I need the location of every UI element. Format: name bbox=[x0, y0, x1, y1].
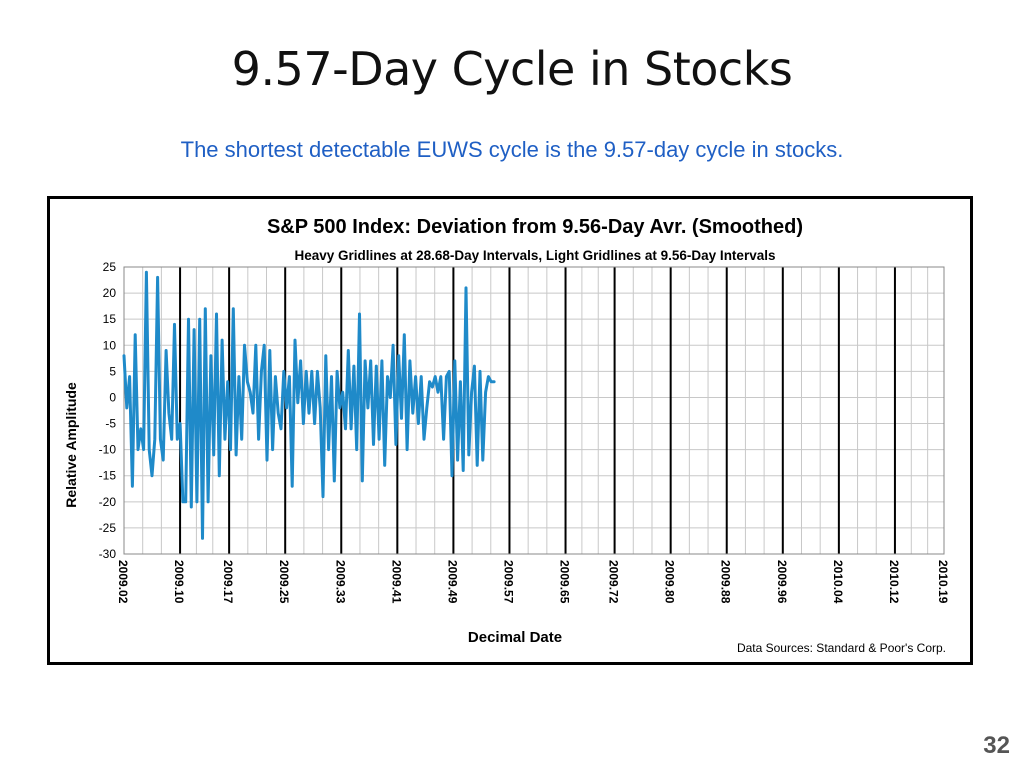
chart-frame: S&P 500 Index: Deviation from 9.56-Day A… bbox=[47, 196, 973, 665]
x-tick-label: 2009.02 bbox=[116, 560, 130, 604]
y-tick-label: 5 bbox=[109, 364, 116, 378]
x-tick-label: 2009.33 bbox=[333, 560, 347, 604]
x-tick-label: 2010.12 bbox=[887, 560, 901, 604]
y-tick-label: 15 bbox=[103, 312, 117, 326]
chart: S&P 500 Index: Deviation from 9.56-Day A… bbox=[63, 216, 950, 655]
y-tick-label: 10 bbox=[103, 338, 117, 352]
x-tick-label: 2009.17 bbox=[221, 560, 235, 604]
chart-subtitle: Heavy Gridlines at 28.68-Day Intervals, … bbox=[295, 248, 776, 263]
x-tick-label: 2010.04 bbox=[831, 560, 845, 604]
slide-title: 9.57-Day Cycle in Stocks bbox=[231, 42, 793, 96]
y-axis-label: Relative Amplitude bbox=[63, 382, 79, 508]
y-tick-label: 0 bbox=[109, 390, 116, 404]
series-layer bbox=[122, 270, 496, 540]
y-tick-label: -20 bbox=[99, 495, 117, 509]
x-tick-label: 2009.96 bbox=[775, 560, 789, 604]
x-tick-label: 2009.41 bbox=[389, 560, 403, 604]
y-tick-label: 25 bbox=[103, 260, 117, 274]
x-tick-label: 2009.10 bbox=[172, 560, 186, 604]
y-tick-label: -5 bbox=[105, 417, 116, 431]
y-tick-label: -15 bbox=[99, 469, 117, 483]
x-tick-label: 2009.49 bbox=[445, 560, 459, 604]
x-tick-label: 2009.72 bbox=[607, 560, 621, 604]
y-tick-label: 20 bbox=[103, 286, 117, 300]
y-tick-label: -25 bbox=[99, 521, 117, 535]
data-source-note: Data Sources: Standard & Poor's Corp. bbox=[737, 641, 946, 655]
y-tick-label: -30 bbox=[99, 547, 117, 561]
series-line bbox=[122, 270, 496, 540]
x-tick-label: 2009.65 bbox=[558, 560, 572, 604]
chart-title: S&P 500 Index: Deviation from 9.56-Day A… bbox=[267, 216, 803, 238]
page-number: 32 bbox=[983, 732, 1010, 759]
x-tick-label: 2009.57 bbox=[501, 560, 515, 604]
x-tick-label: 2010.19 bbox=[936, 560, 950, 604]
plot-area-border bbox=[123, 266, 945, 555]
y-tick-label: -10 bbox=[99, 443, 117, 457]
x-tick-label: 2009.25 bbox=[277, 560, 291, 604]
grid bbox=[124, 266, 944, 555]
x-axis-label: Decimal Date bbox=[468, 629, 562, 646]
x-tick-label: 2009.80 bbox=[663, 560, 677, 604]
x-tick-label: 2009.88 bbox=[719, 560, 733, 604]
slide-subtitle: The shortest detectable EUWS cycle is th… bbox=[180, 137, 844, 162]
